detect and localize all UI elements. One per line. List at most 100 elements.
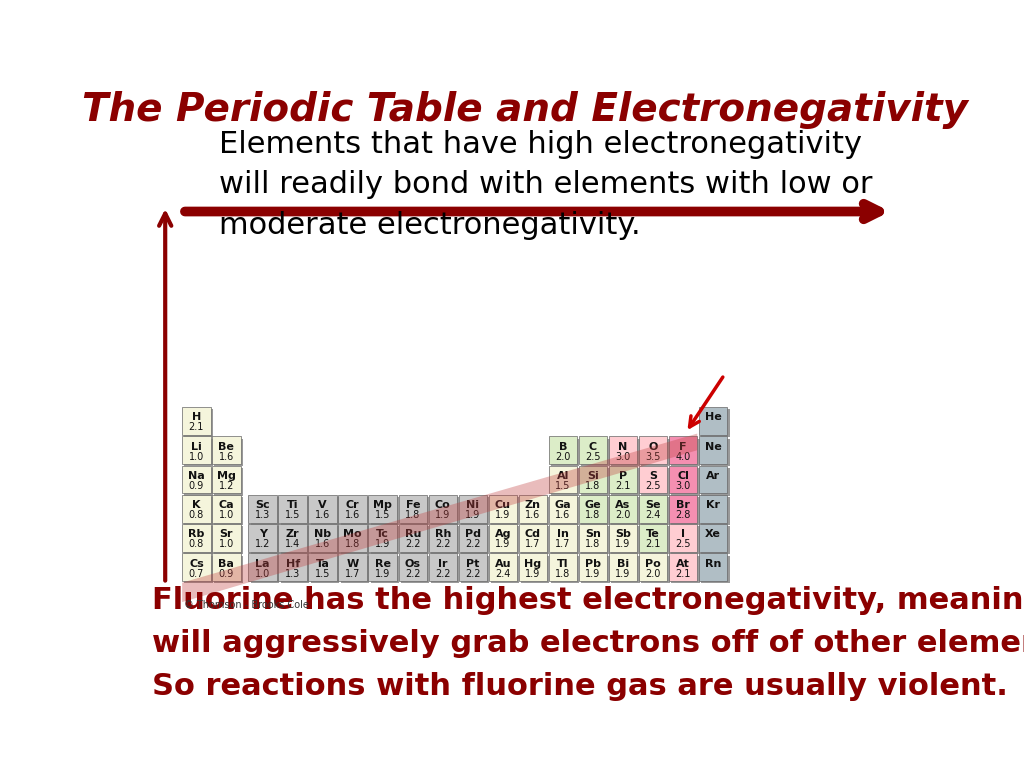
Text: Ta: Ta — [315, 558, 330, 568]
Polygon shape — [369, 495, 397, 522]
Text: 1.3: 1.3 — [285, 568, 300, 578]
Text: 1.7: 1.7 — [345, 568, 360, 578]
Polygon shape — [431, 497, 460, 525]
Text: Os: Os — [404, 558, 421, 568]
Polygon shape — [549, 465, 578, 493]
Polygon shape — [641, 468, 670, 495]
Polygon shape — [641, 497, 670, 525]
Polygon shape — [698, 495, 727, 522]
Polygon shape — [184, 468, 213, 495]
Polygon shape — [518, 495, 547, 522]
Text: 1.8: 1.8 — [406, 510, 421, 520]
Text: 2.2: 2.2 — [406, 539, 421, 549]
Polygon shape — [182, 436, 211, 464]
Text: C: C — [589, 442, 597, 452]
Polygon shape — [639, 554, 668, 581]
Text: 1.5: 1.5 — [555, 481, 570, 491]
Text: Te: Te — [646, 529, 659, 539]
Text: Pd: Pd — [465, 529, 481, 539]
Polygon shape — [279, 554, 307, 581]
Polygon shape — [341, 556, 370, 584]
Polygon shape — [251, 526, 280, 554]
Polygon shape — [608, 495, 637, 522]
Polygon shape — [579, 554, 607, 581]
Polygon shape — [182, 524, 211, 552]
Polygon shape — [184, 556, 213, 584]
Text: 2.1: 2.1 — [615, 481, 631, 491]
Polygon shape — [611, 439, 640, 466]
Polygon shape — [698, 436, 727, 464]
Text: Cu: Cu — [495, 500, 511, 510]
Polygon shape — [669, 524, 697, 552]
Polygon shape — [279, 524, 307, 552]
Polygon shape — [641, 556, 670, 584]
Polygon shape — [608, 554, 637, 581]
Text: 1.0: 1.0 — [219, 539, 234, 549]
Polygon shape — [461, 497, 489, 525]
Text: Li: Li — [191, 442, 202, 452]
Text: Si: Si — [587, 471, 599, 481]
Polygon shape — [459, 495, 487, 522]
Polygon shape — [701, 497, 730, 525]
Text: O: O — [648, 442, 657, 452]
Text: 2.2: 2.2 — [465, 568, 480, 578]
Polygon shape — [182, 434, 697, 602]
Polygon shape — [212, 436, 241, 464]
Text: Fluorine has the highest electronegativity, meaning it
will aggressively grab el: Fluorine has the highest electronegativi… — [153, 586, 1024, 700]
Text: Ir: Ir — [438, 558, 447, 568]
Polygon shape — [671, 556, 699, 584]
Polygon shape — [398, 554, 427, 581]
Text: Ba: Ba — [218, 558, 234, 568]
Polygon shape — [214, 556, 243, 584]
Polygon shape — [214, 439, 243, 466]
Text: 1.8: 1.8 — [586, 539, 600, 549]
Polygon shape — [551, 526, 580, 554]
Text: Po: Po — [645, 558, 660, 568]
Polygon shape — [371, 556, 399, 584]
Polygon shape — [551, 556, 580, 584]
Text: 2.5: 2.5 — [585, 452, 601, 462]
Text: 2.4: 2.4 — [645, 510, 660, 520]
Text: Sc: Sc — [255, 500, 270, 510]
Polygon shape — [639, 436, 668, 464]
Text: Ga: Ga — [555, 500, 571, 510]
Polygon shape — [400, 556, 429, 584]
Text: Na: Na — [188, 471, 205, 481]
Polygon shape — [369, 524, 397, 552]
Polygon shape — [182, 465, 211, 493]
Polygon shape — [182, 407, 211, 435]
Text: Bi: Bi — [616, 558, 629, 568]
Text: Be: Be — [218, 442, 234, 452]
Polygon shape — [579, 436, 607, 464]
Polygon shape — [490, 526, 519, 554]
Text: Cd: Cd — [525, 529, 541, 539]
Text: Nb: Nb — [314, 529, 331, 539]
Text: Zr: Zr — [286, 529, 299, 539]
Text: The Periodic Table and Electronegativity: The Periodic Table and Electronegativity — [82, 91, 968, 129]
Polygon shape — [431, 556, 460, 584]
Text: 1.7: 1.7 — [525, 539, 541, 549]
Text: At: At — [676, 558, 690, 568]
Polygon shape — [611, 526, 640, 554]
Text: 0.9: 0.9 — [219, 568, 234, 578]
Polygon shape — [608, 465, 637, 493]
Text: Pb: Pb — [585, 558, 601, 568]
Polygon shape — [701, 409, 730, 437]
Text: Au: Au — [495, 558, 511, 568]
Text: Ni: Ni — [466, 500, 479, 510]
Polygon shape — [641, 526, 670, 554]
Text: 2.2: 2.2 — [435, 568, 451, 578]
Text: H: H — [191, 412, 201, 422]
Polygon shape — [212, 465, 241, 493]
Polygon shape — [698, 554, 727, 581]
Polygon shape — [341, 526, 370, 554]
Polygon shape — [400, 497, 429, 525]
Text: S: S — [649, 471, 657, 481]
Polygon shape — [182, 554, 211, 581]
Text: Co: Co — [435, 500, 451, 510]
Polygon shape — [251, 556, 280, 584]
Text: 2.4: 2.4 — [496, 568, 511, 578]
Polygon shape — [251, 497, 280, 525]
Text: 2.8: 2.8 — [676, 510, 691, 520]
Text: Pt: Pt — [466, 558, 479, 568]
